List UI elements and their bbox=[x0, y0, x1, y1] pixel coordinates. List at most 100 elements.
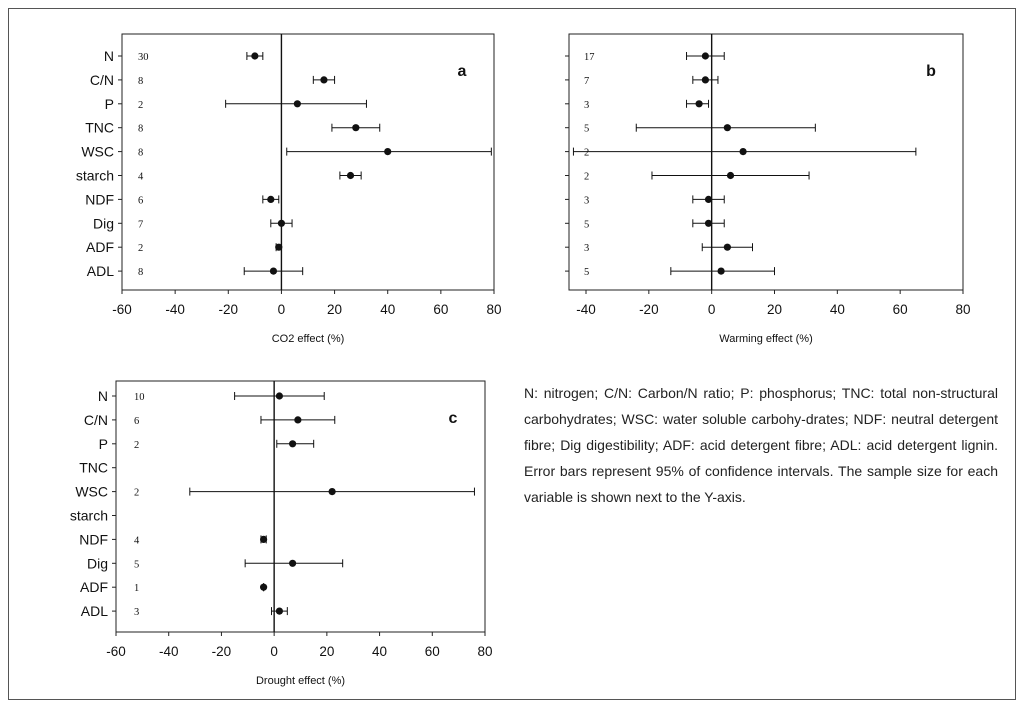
sample-size-label: 8 bbox=[138, 76, 143, 87]
data-point bbox=[275, 243, 283, 251]
data-point bbox=[352, 124, 360, 132]
x-tick-label: 60 bbox=[425, 644, 440, 659]
category-label: Dig bbox=[93, 215, 114, 231]
data-point bbox=[294, 416, 302, 424]
data-point bbox=[723, 124, 731, 132]
category-label: C/N bbox=[84, 412, 108, 428]
x-tick-label: 40 bbox=[372, 644, 387, 659]
sample-size-label: 6 bbox=[138, 195, 143, 206]
x-tick-label: 40 bbox=[830, 302, 845, 317]
data-point bbox=[384, 148, 392, 156]
x-tick-label: -20 bbox=[639, 302, 659, 317]
data-point bbox=[277, 219, 286, 227]
x-tick-label: 20 bbox=[767, 302, 782, 317]
category-label: ADL bbox=[81, 603, 108, 619]
data-point bbox=[717, 267, 725, 275]
category-label: N bbox=[104, 48, 114, 64]
data-point bbox=[269, 267, 278, 275]
data-point bbox=[275, 607, 284, 615]
sample-size-label: 5 bbox=[584, 219, 589, 230]
data-point bbox=[701, 76, 709, 84]
sample-size-label: 3 bbox=[584, 100, 589, 111]
data-point bbox=[260, 535, 268, 544]
sample-size-label: 4 bbox=[138, 172, 144, 183]
sample-size-label: 7 bbox=[584, 76, 589, 87]
x-tick-label: 20 bbox=[319, 644, 334, 659]
data-point bbox=[701, 52, 709, 60]
category-label: Dig bbox=[87, 555, 108, 571]
sample-size-label: 8 bbox=[138, 148, 143, 159]
x-tick-label: 80 bbox=[477, 644, 492, 659]
category-label: WSC bbox=[81, 144, 114, 160]
sample-size-label: 17 bbox=[584, 52, 595, 63]
panel-label: c bbox=[449, 410, 458, 427]
category-label: P bbox=[105, 96, 114, 112]
data-point bbox=[320, 76, 328, 84]
figure-caption: N: nitrogen; C/N: Carbon/N ratio; P: pho… bbox=[524, 385, 998, 505]
sample-size-label: 3 bbox=[584, 195, 589, 206]
x-tick-label: -60 bbox=[112, 302, 132, 317]
sample-size-label: 2 bbox=[138, 243, 143, 254]
x-axis-label: Warming effect (%) bbox=[719, 333, 813, 345]
sample-size-label: 30 bbox=[138, 52, 149, 63]
data-point bbox=[726, 171, 735, 180]
x-tick-label: 0 bbox=[708, 302, 716, 317]
sample-size-label: 5 bbox=[134, 559, 139, 570]
sample-size-label: 3 bbox=[134, 607, 139, 618]
plot-frame bbox=[568, 33, 964, 291]
category-label: ADF bbox=[80, 579, 108, 595]
x-tick-label: 60 bbox=[893, 302, 908, 317]
data-point bbox=[275, 392, 284, 400]
x-tick-label: -20 bbox=[219, 302, 239, 317]
sample-size-label: 2 bbox=[134, 440, 139, 451]
data-point bbox=[723, 243, 731, 251]
category-label: WSC bbox=[75, 484, 108, 500]
x-tick-label: 0 bbox=[270, 644, 278, 659]
data-point bbox=[293, 100, 301, 108]
sample-size-label: 6 bbox=[134, 416, 139, 427]
figure-frame bbox=[8, 8, 1016, 700]
sample-size-label: 7 bbox=[138, 219, 143, 230]
x-tick-label: 80 bbox=[955, 302, 970, 317]
panel-label: a bbox=[458, 63, 467, 80]
sample-size-label: 10 bbox=[134, 392, 145, 403]
sample-size-label: 1 bbox=[134, 583, 139, 594]
sample-size-label: 2 bbox=[584, 148, 589, 159]
data-point bbox=[288, 559, 297, 567]
data-point bbox=[695, 100, 703, 108]
category-label: ADL bbox=[87, 263, 114, 279]
category-label: starch bbox=[70, 508, 108, 524]
data-point bbox=[328, 488, 336, 496]
category-label: NDF bbox=[85, 191, 114, 207]
sample-size-label: 2 bbox=[134, 488, 139, 499]
x-tick-label: 40 bbox=[380, 302, 395, 317]
plot-frame bbox=[115, 380, 486, 633]
sample-size-label: 4 bbox=[134, 535, 140, 546]
x-tick-label: 0 bbox=[278, 302, 286, 317]
sample-size-label: 8 bbox=[138, 267, 143, 278]
category-label: N bbox=[98, 388, 108, 404]
category-label: starch bbox=[76, 168, 114, 184]
data-point bbox=[251, 52, 259, 60]
x-axis-label: Drought effect (%) bbox=[256, 675, 345, 687]
category-label: ADF bbox=[86, 239, 114, 255]
x-tick-label: -40 bbox=[576, 302, 596, 317]
x-tick-label: 60 bbox=[433, 302, 448, 317]
sample-size-label: 2 bbox=[584, 172, 589, 183]
x-tick-label: -20 bbox=[212, 644, 232, 659]
category-label: P bbox=[99, 436, 108, 452]
x-axis-label: CO2 effect (%) bbox=[272, 333, 345, 345]
data-point bbox=[739, 148, 747, 156]
category-label: NDF bbox=[79, 531, 108, 547]
sample-size-label: 2 bbox=[138, 100, 143, 111]
data-point bbox=[260, 583, 268, 591]
sample-size-label: 8 bbox=[138, 124, 143, 135]
x-tick-label: -60 bbox=[106, 644, 126, 659]
data-point bbox=[346, 171, 355, 180]
data-point bbox=[704, 195, 713, 203]
sample-size-label: 5 bbox=[584, 124, 589, 135]
x-tick-label: 20 bbox=[327, 302, 342, 317]
sample-size-label: 5 bbox=[584, 267, 589, 278]
panel-label: b bbox=[926, 63, 936, 80]
